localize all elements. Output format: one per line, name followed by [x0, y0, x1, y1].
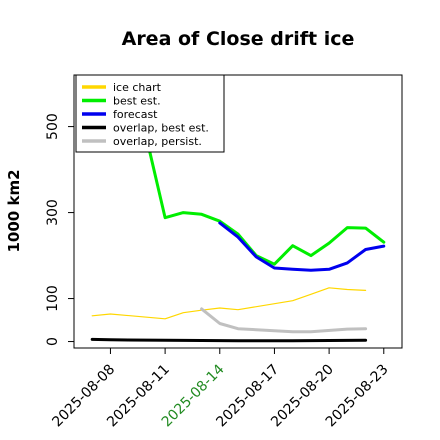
y-tick-label: 500 — [45, 113, 61, 140]
legend-entry: best est. — [113, 95, 161, 108]
y-tick-label: 0 — [45, 337, 61, 346]
plot-frame — [73, 74, 403, 349]
series-layer — [90, 138, 386, 343]
y-axis: 0 100 300 500 — [45, 113, 74, 346]
series-line-forecast — [218, 221, 386, 272]
chart-title: Area of Close drift ice — [122, 28, 355, 50]
legend-entry: overlap, best est. — [113, 122, 209, 135]
legend-entry: ice chart — [113, 81, 162, 94]
x-axis: 2025-08-082025-08-112025-08-142025-08-17… — [49, 348, 392, 430]
series-line-overlap-best-est — [90, 337, 368, 343]
legend-entry: overlap, persist. — [113, 135, 202, 148]
y-tick-label: 300 — [45, 199, 61, 226]
y-tick-label: 100 — [45, 285, 61, 312]
series-line-overlap-persist — [200, 307, 368, 334]
series-line-ice-chart — [91, 287, 367, 320]
y-axis-label: 1000 km2 — [5, 169, 23, 252]
legend-entry: forecast — [113, 108, 158, 121]
series-line-best-est — [145, 138, 386, 266]
